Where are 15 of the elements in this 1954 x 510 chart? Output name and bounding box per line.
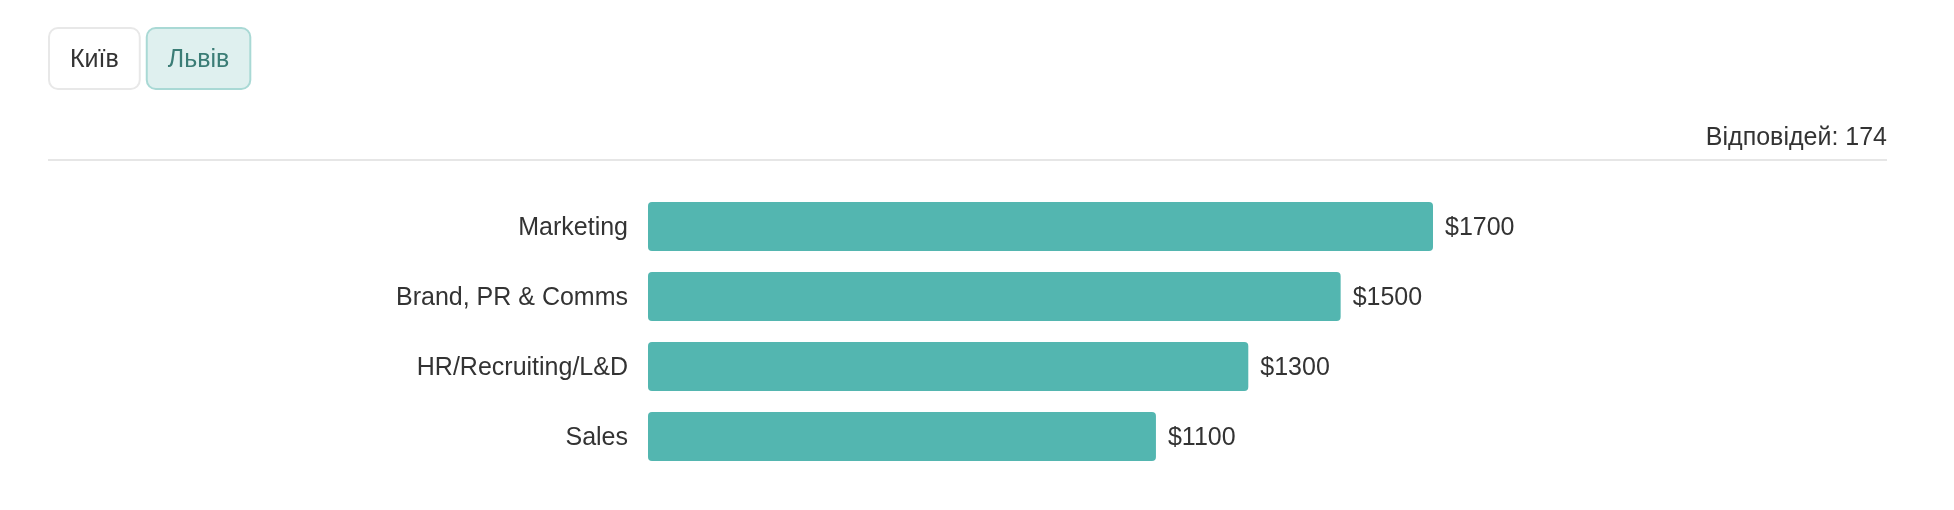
y-tick-label: HR/Recruiting/L&D (416, 352, 628, 381)
data-label: $1300 (1260, 352, 1330, 381)
active-tab-button: Львів (145, 27, 252, 90)
bar (648, 272, 1341, 321)
tab-button: Київ (48, 27, 141, 90)
bar (648, 202, 1433, 251)
data-label: $1700 (1445, 212, 1515, 241)
bar (648, 412, 1156, 461)
data-label: $1500 (1352, 282, 1423, 311)
y-tick-label: Brand, PR & Comms (395, 282, 628, 311)
y-tick-label: Sales (565, 422, 628, 451)
data-label: $1100 (1167, 422, 1236, 451)
text: Відповідей: 174 (1705, 122, 1888, 150)
y-tick-label: Marketing (518, 212, 628, 241)
bar (648, 342, 1249, 391)
